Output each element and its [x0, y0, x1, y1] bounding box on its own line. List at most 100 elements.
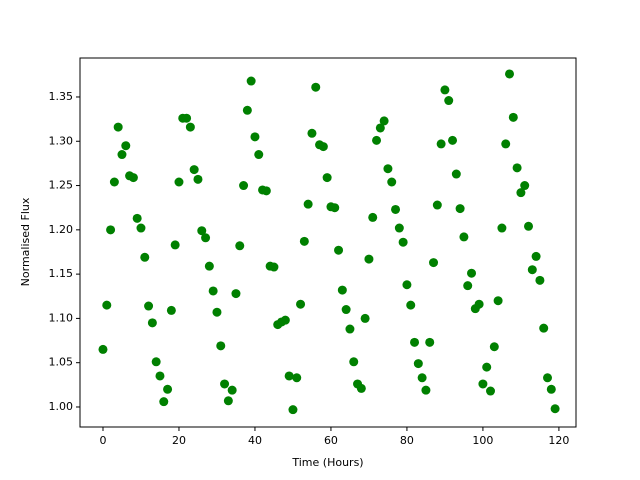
data-point [159, 397, 169, 407]
data-point [193, 174, 203, 184]
y-tick-label: 1.00 [49, 400, 74, 413]
data-point [402, 280, 412, 290]
data-point [185, 122, 195, 132]
data-point [163, 384, 173, 394]
x-tick-label: 100 [472, 434, 493, 447]
data-point [216, 341, 226, 351]
data-point [398, 237, 408, 247]
data-point [451, 169, 461, 179]
data-point [296, 299, 306, 309]
data-point [284, 371, 294, 381]
data-point [508, 112, 518, 122]
data-point [334, 245, 344, 255]
y-tick-label: 1.30 [49, 134, 74, 147]
data-point [516, 188, 526, 198]
data-point [524, 221, 534, 231]
y-axis-label: Normalised Flux [19, 197, 32, 286]
data-point [497, 223, 507, 233]
data-point [478, 379, 488, 389]
data-point [121, 141, 131, 151]
data-point [406, 300, 416, 310]
data-point [440, 85, 450, 95]
data-point [204, 261, 214, 271]
x-tick-label: 40 [248, 434, 262, 447]
x-tick-label: 120 [548, 434, 569, 447]
data-point [102, 300, 112, 310]
data-point [182, 113, 192, 123]
data-point [212, 307, 222, 317]
data-point [364, 254, 374, 264]
data-point [341, 305, 351, 315]
data-point [391, 204, 401, 214]
y-tick-label: 1.20 [49, 223, 74, 236]
data-point [539, 323, 549, 333]
data-point [144, 301, 154, 311]
data-point [512, 163, 522, 173]
data-point [261, 186, 271, 196]
data-point [227, 385, 237, 395]
data-point [98, 344, 108, 354]
data-point [345, 324, 355, 334]
data-point [288, 405, 298, 415]
data-point [174, 177, 184, 187]
data-point [299, 236, 309, 246]
data-point [463, 281, 473, 291]
data-point [239, 181, 249, 191]
plot-frame [79, 57, 577, 428]
data-point [155, 371, 165, 381]
data-point [254, 150, 264, 160]
data-point [448, 135, 458, 145]
data-point [151, 357, 161, 367]
data-point [307, 128, 317, 138]
data-point [527, 265, 537, 275]
data-point [546, 384, 556, 394]
data-point [459, 232, 469, 242]
data-point [383, 164, 393, 174]
data-point [387, 177, 397, 187]
data-point [132, 213, 142, 223]
data-point [444, 96, 454, 106]
data-point [436, 139, 446, 149]
data-point [106, 225, 116, 235]
data-point [349, 357, 359, 367]
data-point [109, 177, 119, 187]
data-point [429, 258, 439, 268]
data-point [220, 379, 230, 389]
data-point [520, 181, 530, 191]
data-point [318, 142, 328, 152]
data-point [322, 173, 332, 183]
data-point [425, 337, 435, 347]
data-point [505, 69, 515, 79]
data-point [356, 383, 366, 393]
data-point [147, 318, 157, 328]
data-point [550, 404, 560, 414]
data-point [501, 139, 511, 149]
x-tick-label: 20 [172, 434, 186, 447]
data-point [269, 262, 279, 272]
data-point [280, 315, 290, 325]
y-tick-label: 1.25 [49, 179, 74, 192]
data-point [337, 285, 347, 295]
data-point [197, 226, 207, 236]
data-point [117, 150, 127, 160]
data-point [360, 313, 370, 323]
data-point [379, 116, 389, 126]
data-point [482, 362, 492, 372]
data-point [242, 105, 252, 115]
data-point [486, 386, 496, 396]
y-tick-label: 1.15 [49, 267, 74, 280]
data-point [474, 299, 484, 309]
data-point [413, 359, 423, 369]
x-axis-label: Time (Hours) [291, 456, 363, 469]
data-point [136, 223, 146, 233]
data-point [189, 165, 199, 175]
data-point [455, 204, 465, 214]
data-point [467, 268, 477, 278]
data-point [375, 123, 385, 133]
data-point [535, 275, 545, 285]
data-point [372, 135, 382, 145]
data-point [208, 286, 218, 296]
x-tick-label: 80 [400, 434, 414, 447]
